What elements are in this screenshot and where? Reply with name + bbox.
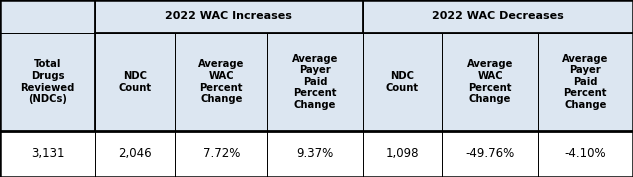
Bar xyxy=(363,33,442,131)
Bar xyxy=(267,33,363,131)
Text: 2,046: 2,046 xyxy=(118,147,152,161)
Text: Average
Payer
Paid
Percent
Change: Average Payer Paid Percent Change xyxy=(292,54,338,110)
Text: 7.72%: 7.72% xyxy=(203,147,240,161)
Text: NDC
Count: NDC Count xyxy=(118,71,152,93)
Bar xyxy=(538,33,633,131)
Bar xyxy=(267,131,363,177)
Bar xyxy=(175,33,267,131)
Text: Average
WAC
Percent
Change: Average WAC Percent Change xyxy=(198,59,244,104)
Text: Average
WAC
Percent
Change: Average WAC Percent Change xyxy=(467,59,513,104)
Text: 2022 WAC Increases: 2022 WAC Increases xyxy=(165,11,292,21)
Text: 9.37%: 9.37% xyxy=(296,147,334,161)
Bar xyxy=(363,0,633,33)
Text: -49.76%: -49.76% xyxy=(465,147,515,161)
Text: Average
Payer
Paid
Percent
Change: Average Payer Paid Percent Change xyxy=(562,54,608,110)
Bar xyxy=(95,33,175,131)
Bar xyxy=(442,33,538,131)
Bar xyxy=(0,131,95,177)
Bar xyxy=(0,0,95,33)
Bar xyxy=(442,131,538,177)
Bar xyxy=(95,0,363,33)
Bar xyxy=(363,131,442,177)
Text: 3,131: 3,131 xyxy=(31,147,65,161)
Text: 1,098: 1,098 xyxy=(385,147,419,161)
Bar xyxy=(538,131,633,177)
Bar xyxy=(0,33,95,131)
Text: Total
Drugs
Reviewed
(NDCs): Total Drugs Reviewed (NDCs) xyxy=(20,59,75,104)
Text: -4.10%: -4.10% xyxy=(565,147,606,161)
Text: NDC
Count: NDC Count xyxy=(386,71,419,93)
Bar xyxy=(95,131,175,177)
Text: 2022 WAC Decreases: 2022 WAC Decreases xyxy=(432,11,563,21)
Bar xyxy=(175,131,267,177)
